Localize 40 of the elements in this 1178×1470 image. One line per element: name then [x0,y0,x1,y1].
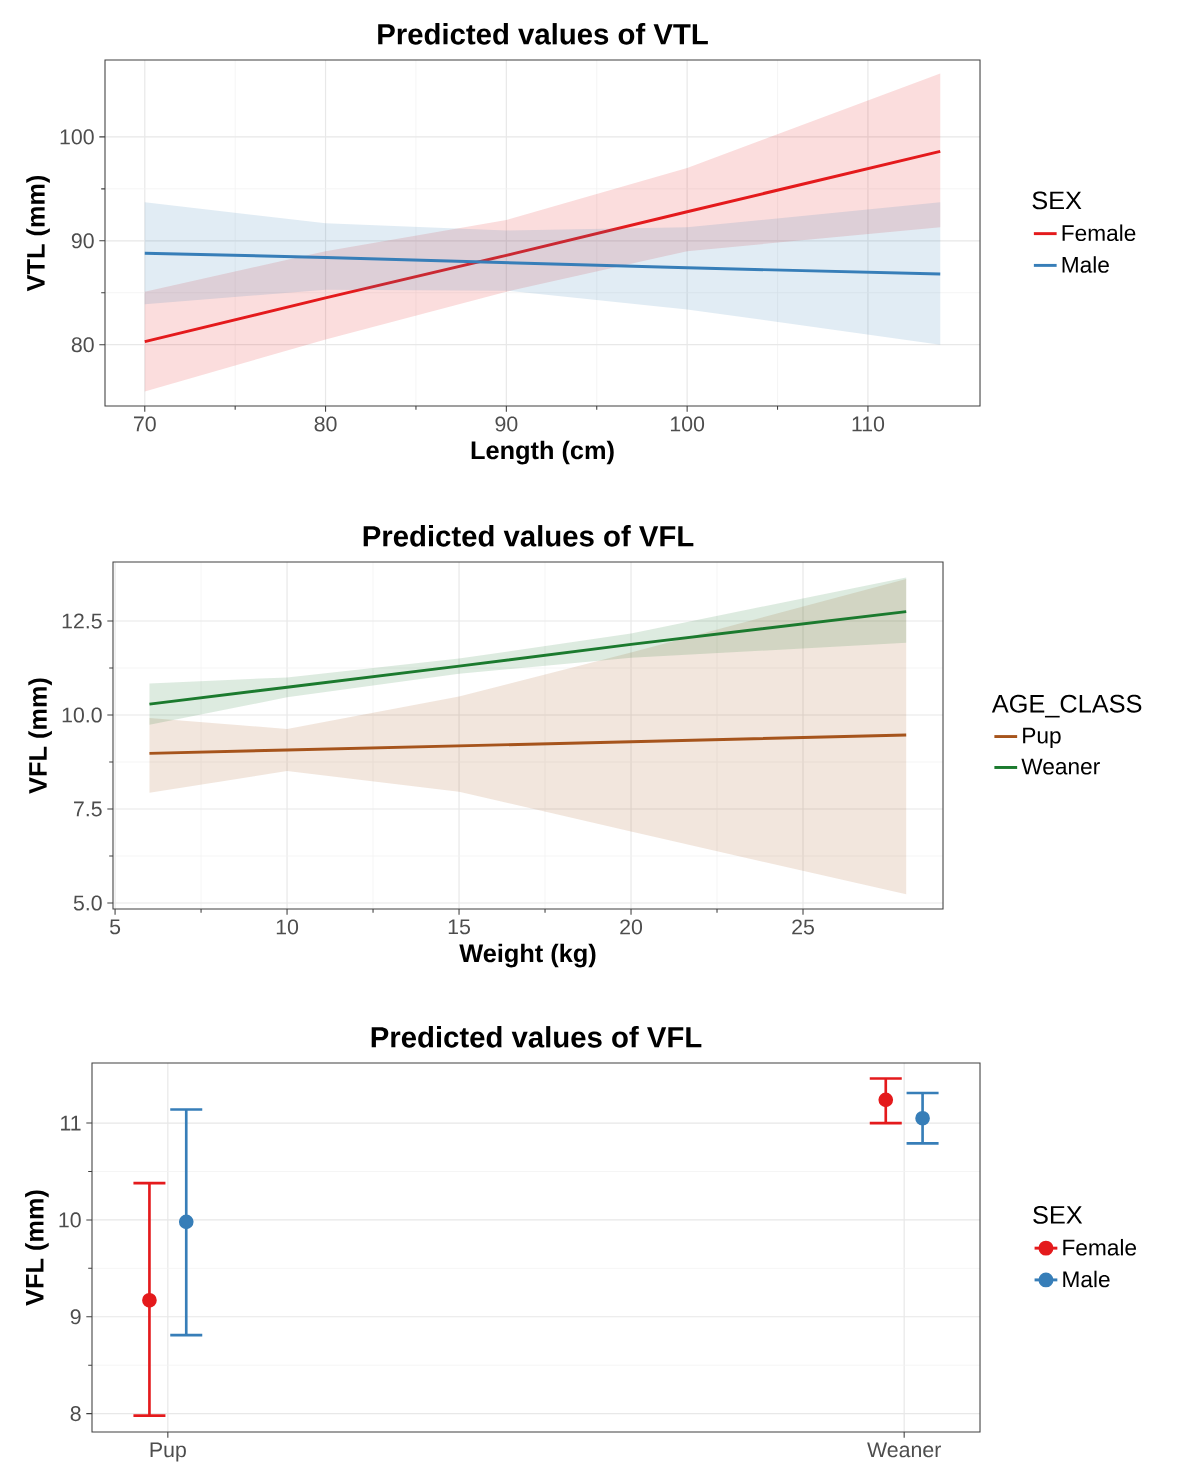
y-tick-label: 100 [60,129,94,145]
y-axis-title: VFL (mm) [25,1190,49,1306]
legend-label: Female [1062,224,1136,242]
x-tick-label: 100 [670,416,705,432]
x-tick-label: 5 [109,919,121,935]
line-series [143,149,942,344]
legend-label: Pup [1023,727,1061,749]
y-axis-title: VTL (mm) [26,175,50,292]
legend-title: SEX [1032,191,1082,210]
legend-label: Weaner [1021,758,1100,775]
x-tick-label: 20 [620,919,643,935]
legend-title: AGE_CLASS [991,694,1142,718]
legend-label: Female [1063,1238,1137,1256]
chart-title: Predicted values of VTL [378,23,708,45]
x-tick-label: 110 [852,416,885,432]
y-tick-label: 80 [71,337,94,353]
x-tick-label: 70 [134,416,156,432]
y-tick-label: 10.0 [62,707,102,723]
chart-title: Predicted values of VFL [371,1026,702,1048]
x-axis-title: Length (cm) [471,440,614,465]
x-tick-label: 25 [792,919,814,935]
line-series [147,610,908,706]
y-tick-label: 9 [70,1309,81,1325]
x-axis-title: Weight (kg) [459,943,596,968]
y-tick-label: 5.0 [73,895,102,911]
y-axis-title: VFL (mm) [28,678,52,794]
x-tick-label: 15 [448,919,470,935]
chart-title: Predicted values of VFL [363,525,694,547]
y-tick-label: 12.5 [62,613,102,629]
y-tick-label: 8 [70,1406,81,1422]
y-tick-label: 10 [59,1212,81,1228]
y-tick-label: 7.5 [74,801,102,817]
legend-label: Male [1063,1270,1110,1288]
x-tick-label: 90 [495,416,518,432]
y-tick-label: 90 [71,233,94,249]
x-tick-label: 10 [276,919,299,935]
legend-title: SEX [1033,1205,1083,1224]
y-tick-label: 11 [61,1115,81,1131]
legend-label: Male [1062,256,1109,273]
x-tick-label: 80 [314,416,337,432]
